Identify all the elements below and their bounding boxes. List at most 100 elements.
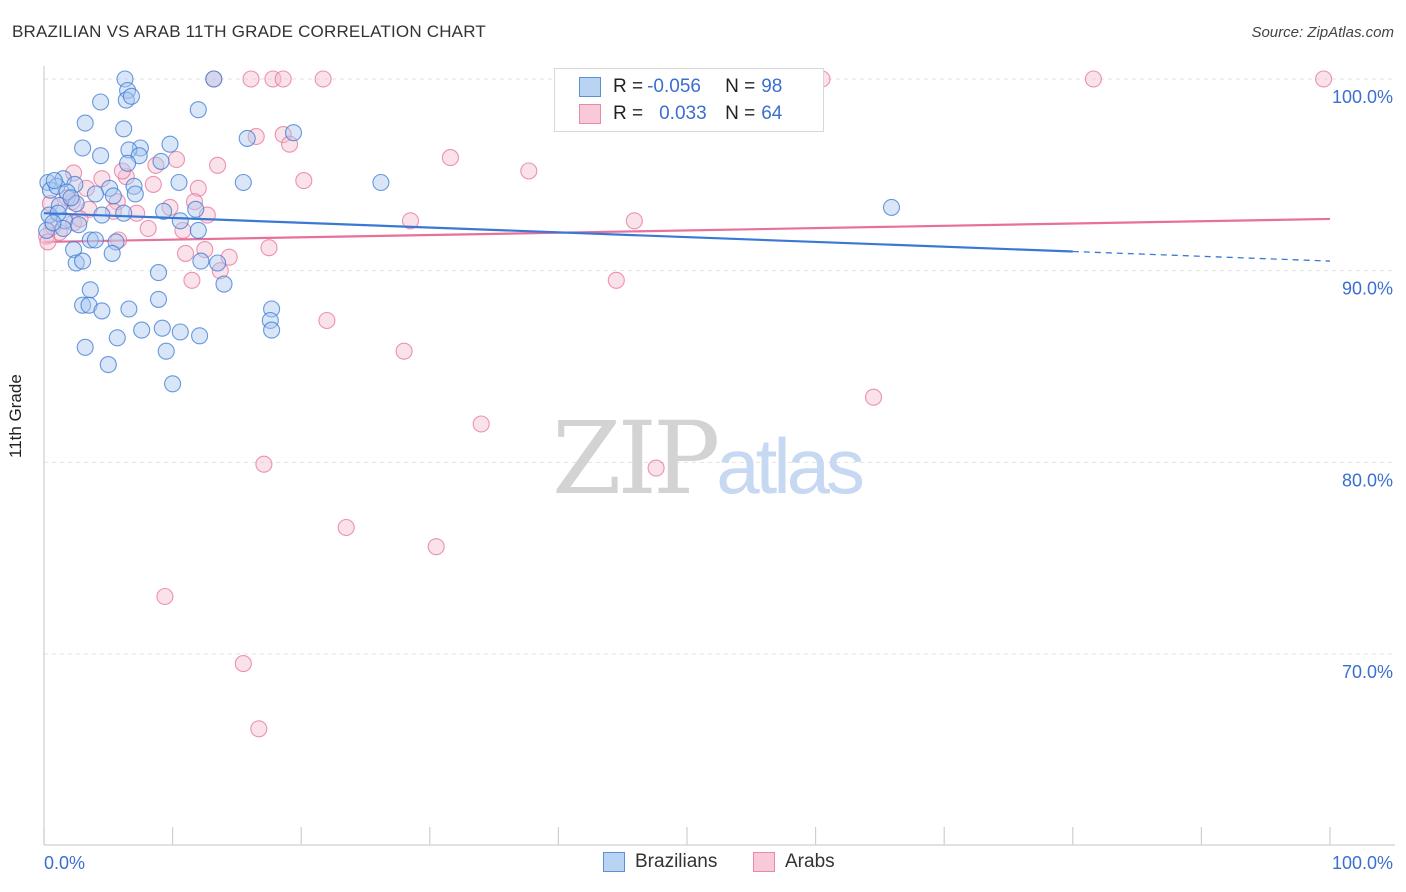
arab-point — [395, 342, 413, 360]
brazilian-point — [192, 252, 210, 270]
y-tick-label: 80.0% — [1342, 470, 1393, 490]
arabs-swatch — [579, 104, 601, 124]
brazilians-r-value: -0.056 — [647, 76, 701, 97]
arab-point — [144, 175, 162, 193]
arab-point — [176, 244, 195, 262]
arabs-legend-label: Arabs — [785, 851, 835, 872]
brazilian-point — [74, 252, 92, 270]
arab-point — [401, 212, 420, 230]
brazilian-point — [189, 221, 207, 239]
brazilian-point — [155, 202, 173, 220]
chart-title: BRAZILIAN VS ARAB 11TH GRADE CORRELATION… — [12, 22, 486, 41]
brazilian-point — [81, 281, 99, 299]
arab-point — [250, 720, 268, 738]
arab-point — [314, 70, 332, 88]
brazilian-point — [882, 198, 901, 216]
brazilian-point — [191, 327, 209, 345]
brazilian-point — [86, 231, 104, 249]
bottom-legend-brazilians[interactable]: Brazilians — [603, 851, 717, 873]
x-tick-label: 100.0% — [1332, 853, 1393, 873]
brazilian-point — [74, 296, 92, 314]
brazilians-trend-layer — [43, 212, 1331, 262]
y-axis-label: 11th Grade — [6, 374, 25, 458]
brazilian-point — [104, 187, 122, 205]
arab-point — [625, 212, 643, 230]
brazilian-point — [157, 342, 175, 360]
brazilian-point — [209, 254, 227, 272]
arab-point — [1315, 70, 1333, 88]
arab-point — [647, 459, 665, 477]
brazilian-point — [103, 244, 121, 262]
arab-point — [174, 221, 192, 239]
brazilians-swatch — [579, 77, 601, 97]
brazilian-point — [120, 300, 138, 318]
r-label: R = — [613, 76, 644, 97]
arabs-n-value: 64 — [761, 103, 783, 124]
brazilian-point — [189, 101, 207, 119]
y-tick-label: 100.0% — [1332, 87, 1393, 107]
arab-point — [441, 149, 459, 167]
arabs-r-value: 0.033 — [659, 103, 707, 124]
arab-point — [427, 538, 445, 556]
brazilian-point — [76, 338, 94, 356]
arab-point — [139, 219, 157, 238]
tick-labels: 70.0% 80.0% 90.0% 100.0% 0.0% 100.0% — [44, 87, 1393, 873]
brazilian-point — [65, 241, 83, 259]
arab-point — [274, 70, 292, 88]
brazilian-point — [86, 185, 104, 203]
brazilian-point — [215, 275, 233, 293]
brazilians-trend-line — [43, 212, 1073, 253]
arab-point — [520, 162, 538, 180]
brazilians-legend-label: Brazilians — [635, 851, 718, 872]
brazilian-point — [44, 214, 62, 232]
legend-row-arabs: R = 0.033 N = 64 — [579, 102, 782, 126]
brazilian-point — [284, 124, 303, 142]
brazilian-point — [149, 290, 168, 308]
brazilian-point — [67, 254, 85, 272]
arab-point — [318, 311, 336, 330]
arab-point — [189, 179, 207, 197]
brazilians-n-value: 98 — [761, 76, 783, 97]
brazilian-point — [115, 204, 133, 222]
brazilian-point — [126, 185, 144, 203]
brazilian-point — [187, 200, 205, 218]
brazilian-point — [93, 302, 111, 320]
watermark-zip: ZIP — [552, 400, 720, 517]
brazilian-point — [234, 173, 252, 192]
bottom-legend-arabs[interactable]: Arabs — [753, 851, 835, 873]
brazilian-point — [161, 135, 179, 153]
arabs-trend-line — [43, 217, 1331, 244]
y-tick-label: 70.0% — [1342, 662, 1393, 682]
arab-point — [1084, 70, 1102, 88]
brazilian-point — [122, 87, 140, 105]
arab-point — [274, 126, 292, 144]
brazilian-point — [133, 321, 151, 339]
arab-point — [167, 150, 186, 169]
watermark-atlas: atlas — [716, 422, 865, 510]
brazilian-point — [81, 231, 99, 249]
arab-point — [260, 239, 278, 257]
gridlines — [44, 78, 1395, 655]
stats-legend: R = -0.056 N = 98 R = 0.033 N = 64 — [554, 68, 824, 132]
brazilians-trend-extension — [1072, 250, 1331, 262]
brazilian-point — [70, 216, 88, 234]
arab-point — [337, 518, 355, 537]
arab-point — [183, 271, 201, 289]
brazilian-point — [76, 114, 94, 132]
brazilian-point — [108, 329, 126, 347]
brazilian-point — [92, 93, 110, 111]
arab-point — [472, 415, 490, 433]
brazilian-point — [74, 139, 92, 157]
brazilian-point — [171, 323, 189, 341]
brazilian-point — [164, 375, 182, 393]
brazilian-point — [149, 264, 168, 282]
arab-point — [607, 271, 625, 289]
brazilian-point — [115, 120, 133, 138]
brazilian-point — [170, 173, 188, 192]
arab-point — [255, 455, 273, 473]
arabs-trend-layer — [43, 217, 1331, 244]
arabs-legend-swatch — [753, 852, 775, 872]
brazilian-point — [152, 152, 170, 170]
brazilian-point — [171, 212, 189, 230]
